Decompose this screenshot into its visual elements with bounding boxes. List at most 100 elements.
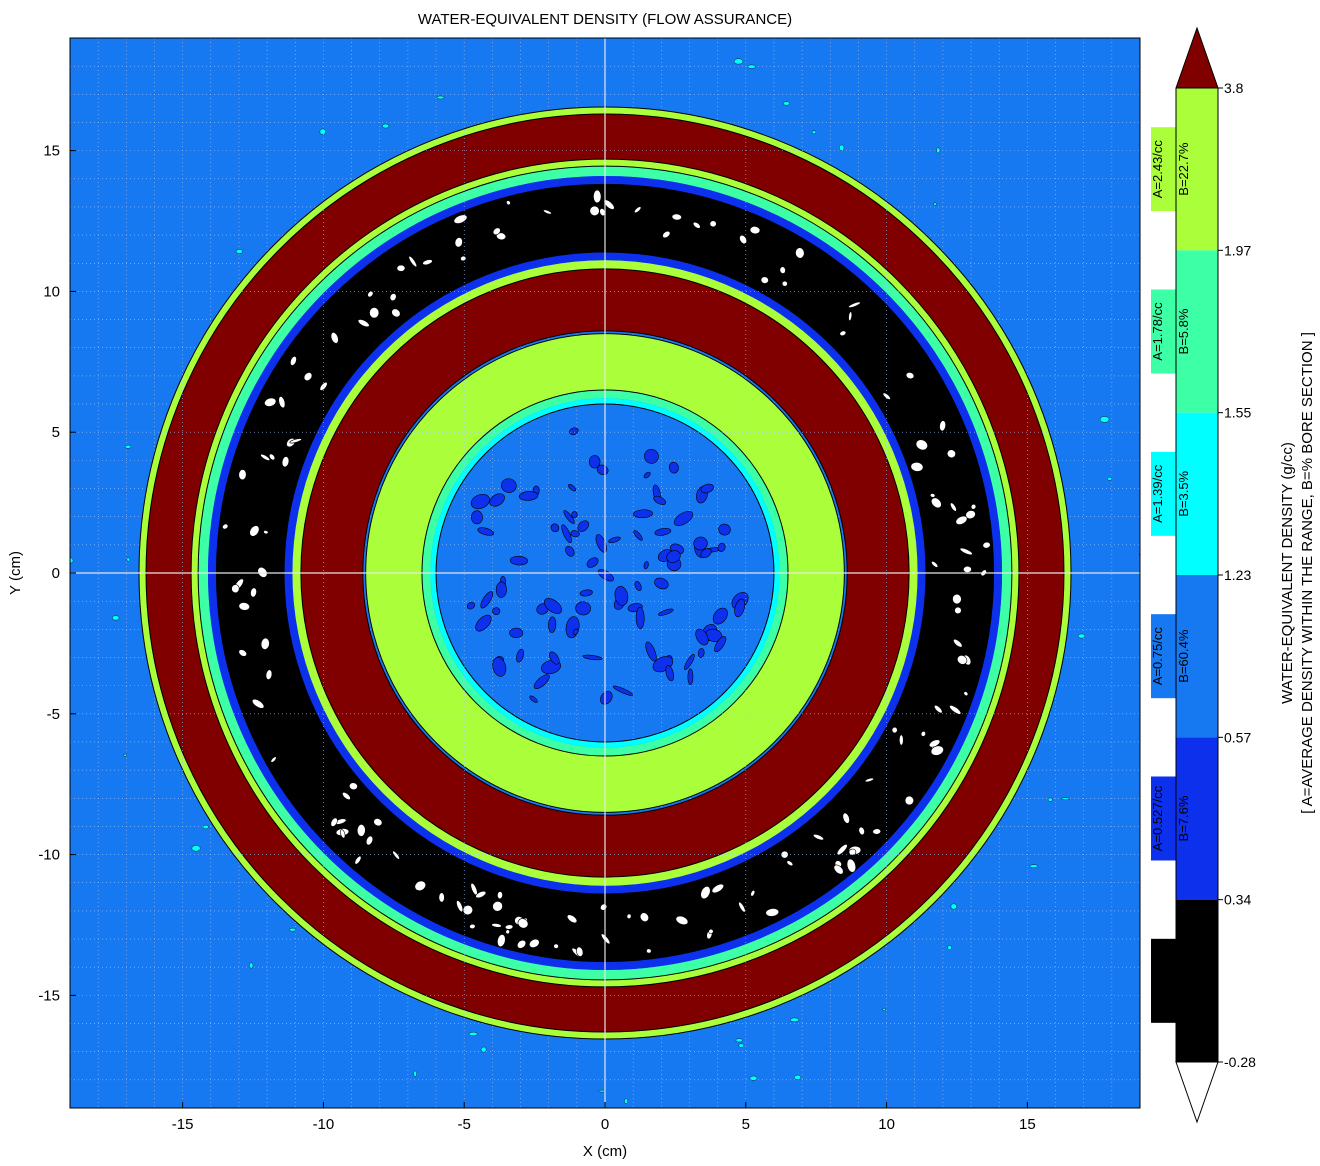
void-blob [356, 824, 366, 837]
void-blob [779, 266, 786, 274]
void-blob [963, 565, 972, 573]
void-blob [848, 301, 861, 308]
dense-blob [489, 493, 505, 507]
void-blob [264, 397, 277, 407]
void-blob [842, 812, 850, 824]
dense-blob [550, 523, 560, 533]
void-blob [231, 584, 240, 594]
colorbar-segment [1176, 88, 1218, 251]
void-blob [899, 734, 904, 746]
dense-blob [666, 550, 681, 563]
dense-blob [714, 636, 727, 653]
speckle-blob [235, 249, 243, 254]
colorbar-segment [1176, 412, 1218, 575]
y-tick-label: 5 [52, 424, 60, 441]
void-blob [739, 234, 748, 245]
colorbar-segment [1176, 250, 1218, 413]
dense-blob [475, 614, 492, 632]
dense-blob [633, 509, 654, 519]
speckle-blob [124, 444, 132, 449]
dense-blob [548, 616, 557, 633]
void-blob [949, 705, 962, 715]
void-blob [330, 332, 339, 344]
void-blob [904, 795, 914, 806]
void-blob [662, 230, 671, 239]
void-blob [954, 606, 962, 615]
chart-title: WATER-EQUIVALENT DENSITY (FLOW ASSURANCE… [418, 11, 792, 28]
dense-blob [673, 511, 694, 526]
x-tick-label: -5 [458, 1116, 471, 1133]
dense-blob [588, 455, 601, 469]
void-blob [497, 891, 503, 900]
colorbar-label-b: B=0.0% [1176, 957, 1191, 1003]
dense-blob [575, 601, 591, 616]
dense-blob [492, 657, 507, 677]
void-blob [965, 510, 976, 520]
colorbar-segment [1176, 899, 1218, 1062]
y-tick-label: 15 [43, 143, 60, 160]
void-blob [646, 948, 652, 954]
void-blob [959, 547, 973, 556]
void-blob [929, 493, 936, 498]
void-blob [454, 237, 463, 248]
y-axis-ticks: 15 10 5 0 -5 -10 -15 [38, 143, 76, 1004]
void-blob [469, 923, 476, 929]
void-blob [639, 912, 649, 922]
void-blob [408, 255, 418, 268]
colorbar-subtitle: [ A=AVERAGE DENSITY WITHIN THE RANGE, B=… [1299, 332, 1316, 814]
void-blob [238, 469, 247, 481]
speckle-blob [747, 64, 756, 69]
dense-blob [516, 648, 524, 663]
void-blob [671, 213, 682, 221]
x-axis-ticks: -15 -10 -5 0 5 10 15 [172, 1102, 1036, 1133]
y-tick-label: -15 [38, 987, 60, 1004]
speckle-blob [733, 58, 744, 65]
speckle-blob [947, 945, 952, 950]
speckle-blob [794, 1074, 802, 1080]
speckle-blob [112, 615, 120, 621]
speckle-blob [950, 903, 957, 910]
dense-blob [579, 589, 593, 597]
void-blob [238, 649, 248, 657]
y-tick-label: -10 [38, 847, 60, 864]
void-blob [566, 914, 578, 924]
void-blob [953, 638, 963, 648]
void-blob [839, 330, 847, 336]
dense-blob [563, 510, 575, 524]
x-tick-label: 5 [742, 1116, 750, 1133]
dense-blob [471, 510, 483, 525]
speckle-blob [413, 1070, 417, 1077]
speckle-blob [202, 824, 209, 830]
void-blob [396, 264, 406, 272]
void-blob [462, 905, 474, 916]
speckle-blob [598, 1089, 606, 1093]
dense-blob [529, 695, 538, 703]
speckle-blob [882, 1008, 887, 1011]
colorbar-label-box [1151, 289, 1176, 374]
dense-blob [477, 527, 494, 536]
void-blob [365, 835, 374, 846]
dense-blob [633, 530, 643, 541]
speckle-blob [1029, 864, 1039, 868]
speckle-blob [735, 1038, 743, 1043]
colorbar-label-a: A=0/cc [1150, 960, 1165, 1001]
colorbar-label-a: A=0.75/cc [1150, 627, 1165, 686]
speckle-blob [191, 845, 201, 852]
void-blob [265, 669, 273, 680]
dense-blob [654, 577, 669, 590]
void-blob [392, 850, 400, 860]
void-blob [982, 541, 991, 549]
y-axis-label: Y (cm) [7, 551, 24, 595]
dense-blob [654, 527, 672, 536]
void-blob [290, 356, 297, 366]
void-blob [422, 259, 433, 266]
dense-blob [561, 524, 572, 544]
void-blob [303, 372, 313, 381]
colorbar: A=2.43/cc B=22.7% A=1.78/cc B=5.8% A=1.39/cc… [1150, 26, 1256, 1124]
void-blob [268, 453, 276, 461]
dense-blob [495, 581, 507, 598]
dense-blob [543, 598, 562, 614]
void-blob [492, 901, 503, 912]
void-blob [848, 311, 853, 322]
